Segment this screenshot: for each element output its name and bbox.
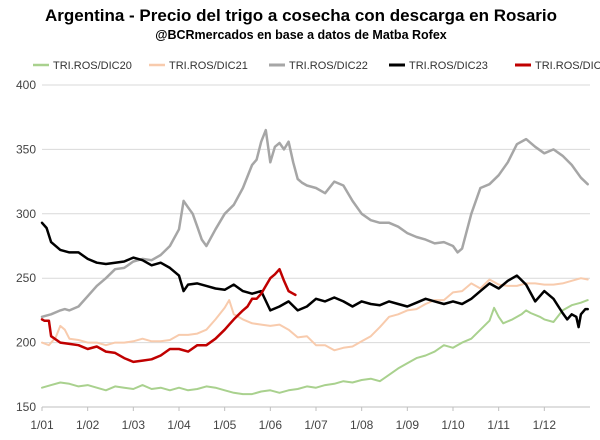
x-tick-label: 1/10	[441, 418, 465, 432]
legend-item: TRI.ROS/DIC24	[515, 60, 600, 72]
x-tick-label: 1/06	[259, 418, 283, 432]
x-tick-label: 1/05	[213, 418, 237, 432]
x-tick-label: 1/09	[396, 418, 420, 432]
series-line-tri-ros-dic20	[41, 299, 589, 396]
series-line-tri-ros-dic24	[40, 267, 297, 364]
axis-layer: 150 200 250 300 350 400 1/01 1/02 1/03 1/04 1/05 1/…	[16, 78, 590, 432]
series-line-tri-ros-dic23	[40, 221, 589, 329]
legend-item: TRI.ROS/DIC21	[149, 60, 248, 72]
legend-item: TRI.ROS/DIC23	[389, 60, 488, 72]
legend-item: TRI.ROS/DIC20	[33, 60, 132, 72]
x-tick-label: 1/04	[167, 418, 191, 432]
x-tick-label: 1/11	[487, 418, 510, 432]
legend-label: TRI.ROS/DIC22	[289, 60, 368, 72]
y-tick-label: 300	[16, 207, 36, 221]
legend-item: TRI.ROS/DIC22	[269, 60, 368, 72]
x-tick-label: 1/01	[30, 418, 54, 432]
y-tick-label: 400	[16, 78, 36, 92]
x-tick-label: 1/03	[122, 418, 146, 432]
y-tick-label: 200	[16, 336, 36, 350]
y-tick-label: 250	[16, 271, 36, 285]
x-tick-label: 1/07	[304, 418, 328, 432]
series-line-tri-ros-dic22	[40, 128, 589, 319]
legend-label: TRI.ROS/DIC20	[53, 60, 132, 72]
legend: TRI.ROS/DIC20 TRI.ROS/DIC21 TRI.ROS/DIC22 T…	[33, 60, 600, 72]
legend-label: TRI.ROS/DIC21	[169, 60, 248, 72]
series-line-tri-ros-dic21	[41, 277, 589, 352]
chart-subtitle: @BCRmercados en base a datos de Matba Ro…	[155, 28, 446, 42]
y-tick-label: 150	[16, 400, 36, 414]
chart-title: Argentina - Precio del trigo a cosecha c…	[45, 6, 557, 25]
y-tick-label: 350	[16, 142, 36, 156]
x-tick-label: 1/08	[350, 418, 374, 432]
legend-label: TRI.ROS/DIC24	[535, 60, 600, 72]
legend-label: TRI.ROS/DIC23	[409, 60, 488, 72]
series-layer	[40, 128, 589, 396]
x-tick-label: 1/12	[533, 418, 557, 432]
x-tick-label: 1/02	[76, 418, 100, 432]
